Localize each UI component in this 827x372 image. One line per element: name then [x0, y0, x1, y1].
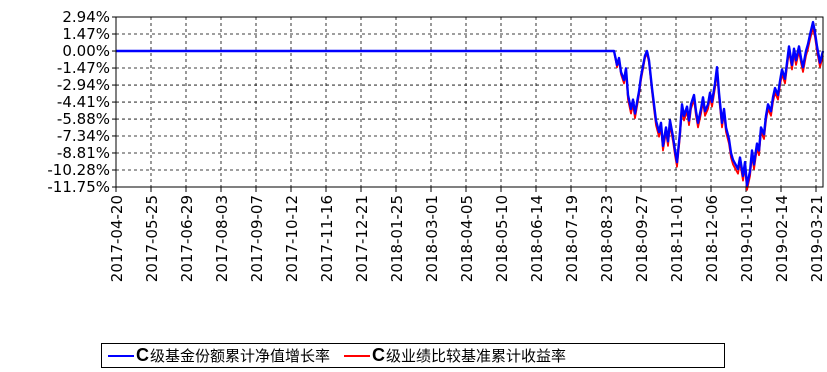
y-tick-label: 2.94% — [62, 8, 110, 26]
y-tick-label: -10.28% — [47, 161, 110, 179]
x-tick-label: 2019-02-14 — [773, 195, 791, 282]
plot-frame — [115, 16, 824, 188]
y-tick-label: 0.00% — [62, 42, 110, 60]
legend-item-benchmark: C 级业绩比较基准累计收益率 — [344, 345, 566, 366]
x-tick-label: 2017-11-16 — [318, 195, 336, 282]
x-tick-label: 2017-05-25 — [143, 195, 161, 282]
y-axis-ticks: 2.94%1.47%0.00%-1.47%-2.94%-4.41%-5.88%-… — [47, 8, 116, 196]
x-tick-label: 2017-10-12 — [283, 195, 301, 282]
legend-prefix-nav: C — [136, 345, 149, 365]
x-tick-label: 2017-08-03 — [213, 195, 231, 282]
x-tick-label: 2018-04-05 — [458, 195, 476, 282]
grid-lines — [115, 16, 823, 188]
x-tick-label: 2018-05-10 — [493, 195, 511, 282]
y-tick-label: -1.47% — [57, 59, 110, 77]
x-tick-label: 2018-12-06 — [703, 195, 721, 282]
x-tick-label: 2018-01-25 — [388, 195, 406, 282]
y-tick-label: -11.75% — [47, 178, 110, 196]
x-tick-label: 2017-06-29 — [178, 195, 196, 282]
y-tick-label: -5.88% — [57, 110, 110, 128]
legend-swatch-benchmark — [344, 354, 371, 357]
x-tick-label: 2018-08-23 — [598, 195, 616, 282]
x-tick-label: 2019-03-21 — [808, 195, 826, 282]
series-lines — [116, 20, 825, 191]
x-tick-label: 2018-06-14 — [528, 195, 546, 282]
y-tick-label: -2.94% — [57, 76, 110, 94]
x-tick-label: 2017-04-20 — [108, 195, 126, 282]
x-tick-label: 2017-09-07 — [248, 195, 266, 282]
legend-label-benchmark: 级业绩比较基准累计收益率 — [386, 347, 567, 365]
y-tick-label: -8.81% — [57, 144, 110, 162]
legend-prefix-benchmark: C — [372, 345, 386, 365]
y-tick-label: -7.34% — [57, 127, 110, 145]
series-line-nav — [116, 20, 825, 187]
x-tick-label: 2018-11-01 — [668, 195, 686, 282]
legend: C 级基金份额累计净值增长率 C 级业绩比较基准累计收益率 — [101, 343, 725, 368]
x-tick-label: 2018-03-01 — [423, 195, 441, 282]
legend-swatch-nav — [108, 354, 134, 357]
x-tick-label: 2019-01-10 — [738, 195, 756, 282]
x-tick-label: 2018-09-27 — [633, 195, 651, 282]
x-tick-label: 2017-12-21 — [353, 195, 371, 282]
x-tick-label: 2018-07-19 — [563, 195, 581, 282]
legend-item-nav: C 级基金份额累计净值增长率 — [108, 345, 330, 366]
x-axis-ticks: 2017-04-20 2017-05-25 2017-06-29 2017-08-03… — [108, 187, 826, 282]
y-tick-label: -4.41% — [57, 93, 110, 111]
y-tick-label: 1.47% — [62, 25, 110, 43]
legend-label-nav: 级基金份额累计净值增长率 — [150, 347, 331, 365]
